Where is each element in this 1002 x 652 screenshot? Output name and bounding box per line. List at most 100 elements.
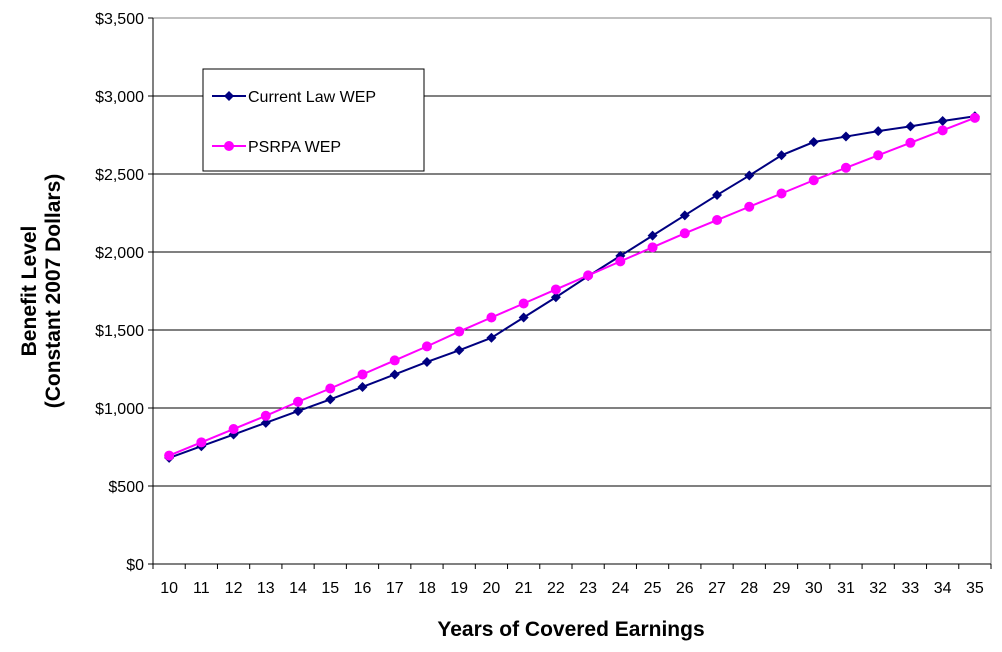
x-tick-label: 21 xyxy=(515,580,533,597)
data-point xyxy=(293,396,304,407)
series-1 xyxy=(164,112,980,461)
x-tick-label: 15 xyxy=(321,580,339,597)
data-point xyxy=(325,383,336,394)
data-point xyxy=(840,162,851,173)
series-layer xyxy=(164,111,980,463)
data-point xyxy=(647,230,658,241)
data-point xyxy=(454,345,465,356)
data-point xyxy=(905,121,916,132)
series-line xyxy=(168,116,976,457)
legend-item-psrpa: PSRPA WEP xyxy=(212,139,341,156)
data-point xyxy=(840,131,851,142)
data-point xyxy=(583,270,594,281)
data-point xyxy=(679,228,690,239)
data-point xyxy=(679,210,690,221)
legend-marker-current-law xyxy=(224,91,234,101)
data-point xyxy=(421,356,432,367)
data-point xyxy=(196,437,207,448)
x-axis-title: Years of Covered Earnings xyxy=(437,618,704,641)
y-tick-label: $3,500 xyxy=(95,11,144,28)
x-tick-label: 29 xyxy=(773,580,791,597)
data-point xyxy=(712,190,723,201)
y-tick-label: $2,000 xyxy=(95,245,144,262)
legend-label-current-law: Current Law WEP xyxy=(248,89,376,106)
y-tick-label: $0 xyxy=(126,557,144,574)
y-axis-title-line1: Benefit Level xyxy=(18,226,41,357)
x-tick-label: 13 xyxy=(257,580,275,597)
x-tick-label: 11 xyxy=(193,580,210,597)
data-point xyxy=(389,355,400,366)
y-tick-label: $1,500 xyxy=(95,323,144,340)
x-tick-label: 35 xyxy=(966,580,984,597)
data-point xyxy=(873,150,884,161)
x-tick-label: 26 xyxy=(676,580,694,597)
data-point xyxy=(260,417,271,428)
y-tick-label: $3,000 xyxy=(95,89,144,106)
data-point xyxy=(776,188,787,199)
data-point xyxy=(615,256,626,267)
data-point xyxy=(421,341,432,352)
legend-label-psrpa: PSRPA WEP xyxy=(248,139,341,156)
x-tick-label: 30 xyxy=(805,580,823,597)
data-point xyxy=(647,242,658,253)
y-tick-label: $1,000 xyxy=(95,401,144,418)
x-tick-label: 16 xyxy=(354,580,372,597)
y-axis-ticks: $0 $500 $1,000 $1,500 $2,000 $2,500 $3,000 $3,5… xyxy=(95,11,153,574)
data-point xyxy=(744,170,755,181)
data-point xyxy=(389,369,400,380)
x-tick-label: 17 xyxy=(386,580,404,597)
data-point xyxy=(776,150,787,161)
data-point xyxy=(969,112,980,123)
data-point xyxy=(357,381,368,392)
legend-box xyxy=(202,68,425,172)
data-point xyxy=(486,332,497,343)
data-point xyxy=(873,126,884,137)
legend-marker-psrpa xyxy=(224,141,234,151)
x-tick-label: 32 xyxy=(869,580,887,597)
x-tick-label: 25 xyxy=(644,580,662,597)
data-point xyxy=(808,175,819,186)
x-tick-label: 19 xyxy=(450,580,468,597)
data-point xyxy=(357,369,368,380)
data-point xyxy=(486,312,497,323)
data-point xyxy=(164,450,175,461)
data-point xyxy=(905,137,916,148)
data-point xyxy=(712,215,723,226)
x-tick-label: 34 xyxy=(934,580,952,597)
data-point xyxy=(937,115,948,126)
data-point xyxy=(228,424,239,435)
data-point xyxy=(293,406,304,417)
data-point xyxy=(550,284,561,295)
x-tick-label: 27 xyxy=(708,580,726,597)
data-point xyxy=(260,410,271,421)
x-tick-label: 12 xyxy=(225,580,243,597)
y-axis-title-line2: (Constant 2007 Dollars) xyxy=(42,174,65,409)
x-axis-ticks: 10 11 12 13 14 15 16 17 18 19 20 21 22 23 24 25 26 27 28 29… xyxy=(152,564,992,597)
legend: Current Law WEP PSRPA WEP xyxy=(202,68,425,172)
x-tick-label: 10 xyxy=(160,580,178,597)
data-point xyxy=(744,201,755,212)
y-tick-label: $500 xyxy=(108,479,144,496)
x-tick-label: 22 xyxy=(547,580,565,597)
series-0 xyxy=(164,111,980,463)
x-tick-label: 14 xyxy=(289,580,307,597)
legend-item-current-law: Current Law WEP xyxy=(212,89,376,106)
x-tick-label: 20 xyxy=(483,580,501,597)
data-point xyxy=(518,312,529,323)
data-point xyxy=(325,394,336,405)
x-tick-label: 28 xyxy=(740,580,758,597)
data-point xyxy=(808,137,819,148)
series-line xyxy=(168,115,976,459)
data-point xyxy=(937,125,948,136)
x-tick-label: 24 xyxy=(611,580,629,597)
x-tick-label: 18 xyxy=(418,580,436,597)
y-tick-label: $2,500 xyxy=(95,167,144,184)
data-point xyxy=(550,292,561,303)
x-tick-label: 23 xyxy=(579,580,597,597)
x-tick-label: 31 xyxy=(837,580,855,597)
data-point xyxy=(454,326,465,337)
x-tick-label: 33 xyxy=(902,580,920,597)
